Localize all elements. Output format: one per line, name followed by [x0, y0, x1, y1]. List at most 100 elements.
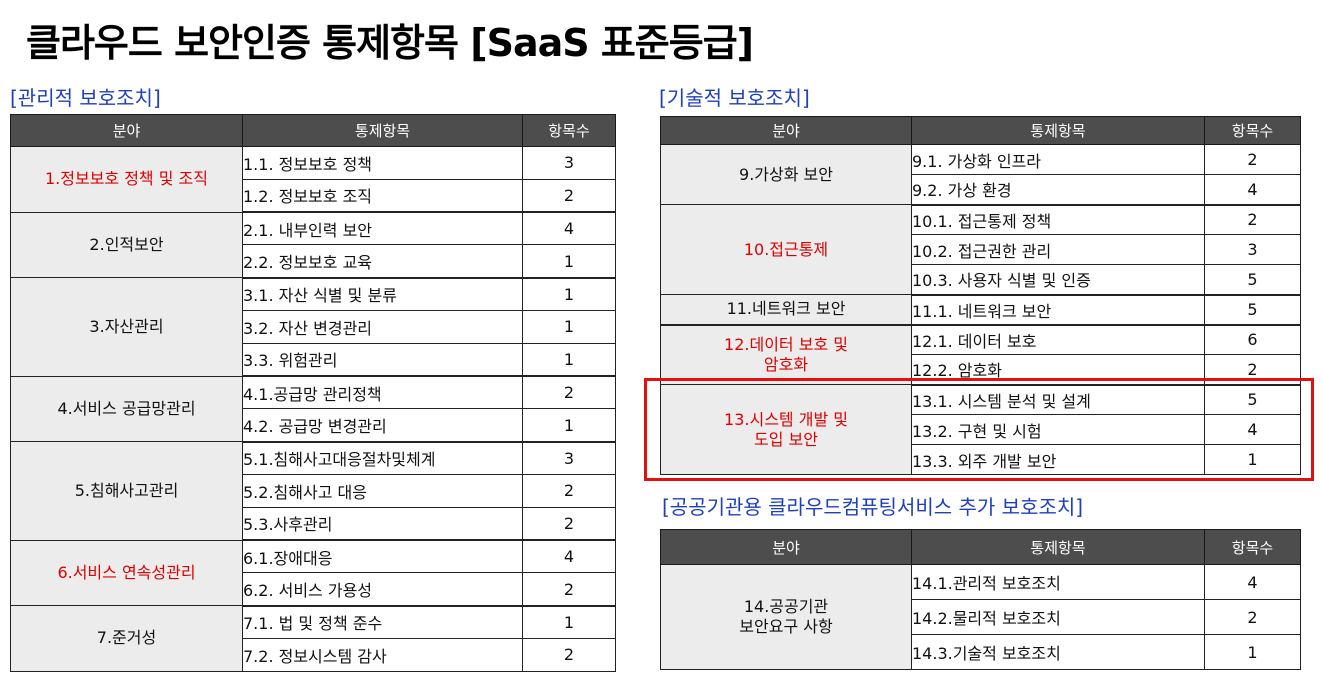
control-item-cell: 1.2. 정보보호 조직	[242, 178, 523, 214]
count-cell: 6	[1204, 324, 1301, 355]
control-item-cell: 2.1. 내부인력 보안	[242, 211, 523, 246]
control-item-cell: 14.2.물리적 보호조치	[911, 599, 1205, 635]
table-row: 3.3. 위험관리 1	[11, 342, 616, 378]
count-cell: 5	[1204, 294, 1301, 326]
management-section-title: [관리적 보호조치]	[10, 86, 161, 110]
table-row: 3.2. 자산 변경관리 1	[11, 309, 616, 344]
header-control: 통제항목	[911, 116, 1205, 145]
technical-controls-table: 분야 통제항목 항목수 9.가상화 보안 9.1. 가상화 인프라 2 9.2. 가상 환경…	[660, 116, 1301, 475]
control-item-cell: 10.2. 접근권한 관리	[911, 234, 1205, 265]
control-item-cell: 5.1.침해사고대응절차및체계	[242, 441, 523, 475]
area-cell: 3.자산관리	[10, 277, 243, 377]
table-row: 3.자산관리 3.1. 자산 식별 및 분류 1	[10, 277, 616, 377]
control-item-cell: 6.1.장애대응	[242, 539, 523, 574]
control-item-cell: 14.1.관리적 보호조치	[911, 564, 1205, 600]
area-cell: 6.서비스 연속성관리	[10, 539, 243, 607]
count-cell: 5	[1204, 264, 1301, 296]
count-cell: 1	[522, 244, 616, 279]
count-cell: 2	[1204, 354, 1301, 386]
control-item-cell: 13.3. 외주 개발 보안	[911, 444, 1205, 475]
table-row: 1.정보보호 정책 및 조직 1.1. 정보보호 정책 3	[10, 146, 616, 213]
table-row: 10.2. 접근권한 관리 3	[661, 234, 1301, 265]
control-item-cell: 4.2. 공급망 변경관리	[242, 408, 523, 443]
count-cell: 4	[1204, 414, 1301, 445]
table-row: 14.3.기술적 보호조치 1	[661, 634, 1301, 670]
table-row: 11.네트워크 보안 11.1. 네트워크 보안 5	[660, 294, 1301, 326]
count-cell: 2	[522, 178, 616, 214]
technical-section-title: [기술적 보호조치]	[659, 86, 810, 110]
control-item-cell: 6.2. 서비스 가용성	[242, 572, 523, 607]
area-cell: 5.침해사고관리	[10, 441, 243, 541]
control-item-cell: 13.2. 구현 및 시험	[911, 414, 1205, 445]
count-cell: 4	[522, 539, 616, 574]
table-row: 12.2. 암호화 2	[661, 354, 1301, 386]
header-count: 항목수	[1204, 529, 1301, 565]
control-item-cell: 14.3.기술적 보호조치	[911, 634, 1205, 670]
count-cell: 1	[522, 342, 616, 378]
header-area: 분야	[660, 116, 912, 145]
count-cell: 1	[522, 408, 616, 443]
count-cell: 2	[522, 572, 616, 607]
header-row: 분야 통제항목 항목수	[660, 116, 1301, 145]
count-cell: 2	[522, 473, 616, 508]
control-item-cell: 10.3. 사용자 식별 및 인증	[911, 264, 1205, 296]
count-cell: 2	[522, 375, 616, 410]
count-cell: 2	[1204, 204, 1301, 235]
control-item-cell: 9.1. 가상화 인프라	[911, 144, 1205, 175]
table-row: 2.2. 정보보호 교육 1	[11, 244, 616, 279]
count-cell: 2	[522, 637, 616, 672]
header-control: 통제항목	[242, 114, 523, 147]
header-count: 항목수	[522, 114, 616, 147]
table-row: 9.가상화 보안 9.1. 가상화 인프라 2	[660, 144, 1301, 205]
table-row: 1.2. 정보보호 조직 2	[11, 178, 616, 214]
table-row: 7.준거성 7.1. 법 및 정책 준수 1	[10, 605, 616, 672]
control-item-cell: 3.2. 자산 변경관리	[242, 309, 523, 344]
table-row: 2.인적보안 2.1. 내부인력 보안 4	[10, 211, 616, 279]
area-cell: 13.시스템 개발 및 도입 보안	[660, 384, 912, 475]
table-row: 14.공공기관 보안요구 사항 14.1.관리적 보호조치 4	[660, 564, 1301, 670]
control-item-cell: 5.2.침해사고 대응	[242, 473, 523, 508]
table-row: 13.2. 구현 및 시험 4	[661, 414, 1301, 445]
control-item-cell: 1.1. 정보보호 정책	[242, 146, 523, 180]
control-item-cell: 3.3. 위험관리	[242, 342, 523, 378]
count-cell: 4	[1204, 564, 1301, 600]
area-cell: 11.네트워크 보안	[660, 294, 912, 326]
table-row: 7.2. 정보시스템 감사 2	[11, 637, 616, 672]
table-row: 4.서비스 공급망관리 4.1.공급망 관리정책 2	[10, 375, 616, 443]
table-row: 5.3.사후관리 2	[11, 506, 616, 542]
header-row: 분야 통제항목 항목수	[10, 114, 616, 147]
count-cell: 4	[522, 211, 616, 246]
count-cell: 2	[1204, 144, 1301, 175]
public-section-title: [공공기관용 클라우드컴퓨팅서비스 추가 보호조치]	[662, 495, 1084, 519]
count-cell: 4	[1204, 174, 1301, 206]
table-row: 5.침해사고관리 5.1.침해사고대응절차및체계 3	[10, 441, 616, 541]
management-controls-table: 분야 통제항목 항목수 1.정보보호 정책 및 조직 1.1. 정보보호 정책 3 1.2.…	[10, 114, 616, 672]
header-count: 항목수	[1204, 116, 1301, 145]
table-row: 13.3. 외주 개발 보안 1	[661, 444, 1301, 475]
page-title: 클라우드 보안인증 통제항목 [SaaS 표준등급]	[26, 21, 754, 65]
control-item-cell: 10.1. 접근통제 정책	[911, 204, 1205, 235]
table-row: 10.3. 사용자 식별 및 인증 5	[661, 264, 1301, 296]
control-item-cell: 7.1. 법 및 정책 준수	[242, 605, 523, 639]
control-item-cell: 13.1. 시스템 분석 및 설계	[911, 384, 1205, 415]
table-row: 6.2. 서비스 가용성 2	[11, 572, 616, 607]
area-cell: 14.공공기관 보안요구 사항	[660, 564, 912, 670]
control-item-cell: 4.1.공급망 관리정책	[242, 375, 523, 410]
count-cell: 2	[522, 506, 616, 542]
header-area: 분야	[10, 114, 243, 147]
control-item-cell: 5.3.사후관리	[242, 506, 523, 542]
control-item-cell: 2.2. 정보보호 교육	[242, 244, 523, 279]
area-cell: 1.정보보호 정책 및 조직	[10, 146, 243, 213]
table-row: 9.2. 가상 환경 4	[661, 174, 1301, 206]
area-cell: 4.서비스 공급망관리	[10, 375, 243, 443]
table-row: 12.데이터 보호 및 암호화 12.1. 데이터 보호 6	[660, 324, 1301, 385]
area-cell: 12.데이터 보호 및 암호화	[660, 324, 912, 385]
control-item-cell: 11.1. 네트워크 보안	[911, 294, 1205, 326]
area-cell: 9.가상화 보안	[660, 144, 912, 205]
count-cell: 1	[522, 309, 616, 344]
table-row: 4.2. 공급망 변경관리 1	[11, 408, 616, 443]
header-row: 분야 통제항목 항목수	[660, 529, 1301, 565]
area-cell: 10.접근통제	[660, 204, 912, 295]
count-cell: 3	[522, 441, 616, 475]
count-cell: 1	[522, 277, 616, 311]
